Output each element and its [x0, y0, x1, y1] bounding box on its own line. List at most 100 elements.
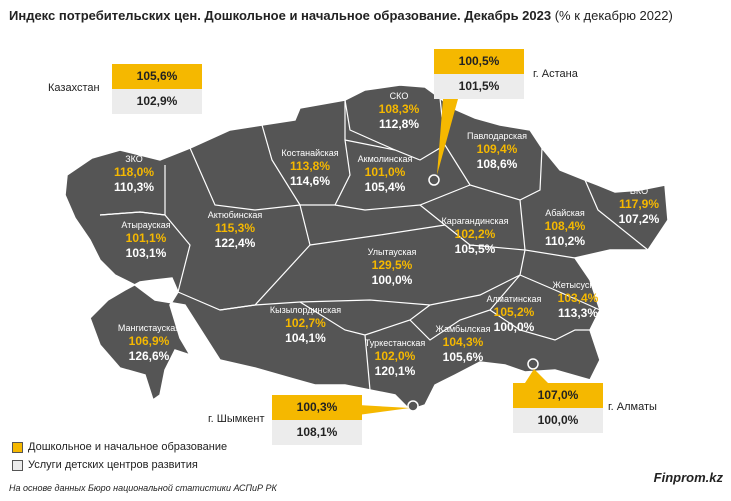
region-centers-value: 122,4%: [214, 236, 256, 250]
kazakhstan-label: Казахстан: [48, 82, 100, 94]
region-centers-value: 113,3%: [557, 306, 599, 320]
region-preschool-value: 129,5%: [371, 258, 413, 272]
title-bold: Индекс потребительских цен. Дошкольное и…: [9, 8, 552, 23]
kazakhstan-preschool-value: 105,6%: [112, 64, 202, 89]
legend-swatch-preschool: [12, 441, 23, 453]
almaty-marker: [527, 358, 539, 370]
region-turkestan: Туркестанская 102,0% 120,1%: [350, 338, 440, 379]
border-zhetysu: [519, 274, 601, 311]
region-ulytau: Улытауская 129,5% 100,0%: [352, 247, 432, 288]
region-atyrau: Атырауская 101,1% 103,1%: [106, 220, 186, 261]
region-borders: [99, 97, 649, 391]
region-name: Туркестанская: [364, 338, 426, 348]
chart-title: Индекс потребительских цен. Дошкольное и…: [9, 8, 724, 24]
astana-pointer: [437, 99, 458, 175]
region-name: Карагандинская: [441, 216, 509, 226]
astana-label: г. Астана: [533, 68, 578, 80]
region-zhetysu: Жетысуская 103,4% 113,3%: [538, 280, 618, 321]
region-centers-value: 104,1%: [285, 331, 326, 345]
region-centers-value: 103,1%: [125, 246, 167, 260]
legend-swatch-centers: [12, 459, 23, 471]
region-mangystau: Мангистауская 106,9% 126,6%: [104, 323, 194, 364]
source-note: На основе данных Бюро национальной стати…: [9, 483, 277, 493]
astana-preschool-value: 100,5%: [434, 49, 524, 74]
region-almaty: Алматинская 105,2% 100,0%: [474, 294, 554, 335]
region-name: Жамбылская: [435, 324, 491, 334]
astana-centers-value: 101,5%: [434, 74, 524, 99]
region-centers-value: 100,0%: [371, 273, 413, 287]
region-abay: Абайская 108,4% 110,2%: [530, 208, 600, 249]
region-name: Атырауская: [121, 220, 171, 230]
city-markers: [407, 174, 539, 412]
region-centers-value: 110,3%: [113, 180, 155, 194]
region-name: Абайская: [545, 208, 585, 218]
shymkent-pointer: [358, 405, 410, 415]
region-vko: ВКО 117,9% 107,2%: [608, 186, 670, 227]
border-ulytau: [254, 224, 446, 306]
region-preschool-value: 117,9%: [618, 197, 660, 211]
shymkent-marker: [407, 400, 419, 412]
border-akm-karag: [334, 184, 471, 211]
region-kostanay: Костанайская 113,8% 114,6%: [265, 148, 355, 189]
region-kyzylorda: Кызылординская 102,7% 104,1%: [258, 305, 353, 346]
region-preschool-value: 101,1%: [125, 231, 167, 245]
region-name: ЗКО: [125, 154, 143, 164]
legend-item-centers: Услуги детских центров развития: [12, 459, 198, 471]
region-name: СКО: [389, 91, 409, 101]
region-preschool-value: 109,4%: [476, 142, 518, 156]
border-atyrau: [99, 211, 191, 293]
region-preschool-value: 106,9%: [128, 334, 170, 348]
region-name: Улытауская: [367, 247, 417, 257]
kazakhstan-centers-value: 102,9%: [112, 89, 202, 114]
shymkent-centers-value: 108,1%: [272, 420, 362, 445]
region-name: Алматинская: [486, 294, 542, 304]
region-preschool-value: 108,3%: [378, 102, 420, 116]
title-rest: (% к декабрю 2022): [551, 8, 673, 23]
region-centers-value: 112,8%: [378, 117, 420, 131]
region-centers-value: 110,2%: [544, 234, 586, 248]
region-preschool-value: 103,4%: [557, 291, 599, 305]
region-centers-value: 105,5%: [454, 242, 496, 256]
region-preschool-value: 118,0%: [113, 165, 155, 179]
region-centers-value: 107,2%: [618, 212, 660, 226]
region-preschool-value: 113,8%: [289, 159, 331, 173]
border-vko: [584, 179, 649, 251]
region-name: Костанайская: [281, 148, 339, 158]
region-name: ВКО: [629, 186, 649, 196]
region-name: Жетысуская: [552, 280, 604, 290]
legend-label-centers: Услуги детских центров развития: [28, 459, 198, 471]
region-preschool-value: 102,2%: [454, 227, 496, 241]
region-akmola: Акмолинская 101,0% 105,4%: [345, 154, 425, 195]
region-centers-value: 105,4%: [364, 180, 406, 194]
region-name: Мангистауская: [117, 323, 181, 333]
region-centers-value: 105,6%: [442, 350, 484, 364]
region-name: Акмолинская: [357, 154, 413, 164]
brand-logo: Finprom.kz: [653, 470, 723, 485]
almaty-preschool-value: 107,0%: [513, 383, 603, 408]
border-almaty: [489, 309, 590, 341]
astana-marker: [428, 174, 440, 186]
region-centers-value: 120,1%: [374, 364, 416, 378]
region-aktobe: Актюбинская 115,3% 122,4%: [190, 210, 280, 251]
region-karaganda: Карагандинская 102,2% 105,5%: [430, 216, 520, 257]
region-zhambyl: Жамбылская 104,3% 105,6%: [423, 324, 503, 365]
border-kyzylorda: [219, 301, 371, 391]
almaty-pointer: [525, 369, 548, 383]
region-centers-value: 108,6%: [476, 157, 518, 171]
border-zhambyl: [409, 274, 521, 341]
region-name: Кызылординская: [269, 305, 342, 315]
almaty-centers-value: 100,0%: [513, 408, 603, 433]
region-preschool-value: 105,2%: [493, 305, 535, 319]
region-centers-value: 114,6%: [289, 174, 331, 188]
region-preschool-value: 102,0%: [374, 349, 416, 363]
callout-pointers: [358, 99, 548, 415]
region-name: Павлодарская: [467, 131, 527, 141]
region-preschool-value: 108,4%: [544, 219, 586, 233]
border-sko: [344, 99, 396, 151]
region-preschool-value: 102,7%: [285, 316, 326, 330]
region-preschool-value: 101,0%: [364, 165, 406, 179]
region-centers-value: 100,0%: [493, 320, 535, 334]
region-preschool-value: 115,3%: [214, 221, 256, 235]
legend-item-preschool: Дошкольное и начальное образование: [12, 441, 227, 453]
region-pavlodar: Павлодарская 109,4% 108,6%: [452, 131, 542, 172]
